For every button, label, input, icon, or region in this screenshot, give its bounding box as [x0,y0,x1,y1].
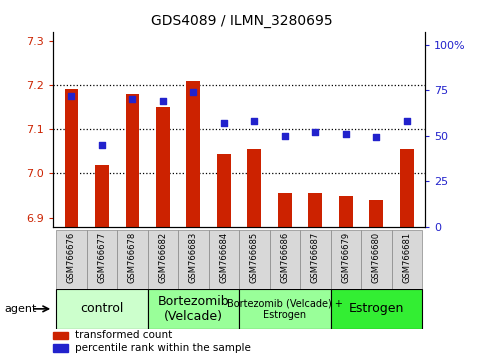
Bar [247,149,261,227]
Point [189,89,197,95]
FancyBboxPatch shape [117,230,148,289]
Text: GSM766686: GSM766686 [280,232,289,283]
Text: Estrogen: Estrogen [349,302,404,315]
FancyBboxPatch shape [56,289,148,329]
Text: GSM766687: GSM766687 [311,232,320,283]
FancyBboxPatch shape [239,230,270,289]
Bar [156,107,170,227]
Point [372,135,380,140]
Point [342,131,350,137]
Text: GSM766676: GSM766676 [67,232,76,283]
FancyBboxPatch shape [392,230,422,289]
Text: GSM766682: GSM766682 [158,232,168,283]
Text: GSM766683: GSM766683 [189,232,198,283]
Point [128,96,136,102]
Text: GSM766679: GSM766679 [341,232,350,283]
Text: GSM766678: GSM766678 [128,232,137,283]
Bar [53,344,68,352]
FancyBboxPatch shape [56,230,86,289]
FancyBboxPatch shape [148,289,239,329]
Text: GSM766681: GSM766681 [402,232,411,283]
Text: GSM766677: GSM766677 [98,232,106,283]
Bar [339,195,353,227]
Text: percentile rank within the sample: percentile rank within the sample [75,343,251,353]
Text: agent: agent [5,304,37,314]
Point [403,118,411,124]
FancyBboxPatch shape [330,230,361,289]
Point [281,133,289,138]
Text: GSM766685: GSM766685 [250,232,259,283]
Bar [65,89,78,227]
FancyBboxPatch shape [300,230,330,289]
Text: Bortezomib
(Velcade): Bortezomib (Velcade) [157,295,229,323]
Point [251,118,258,124]
Text: GDS4089 / ILMN_3280695: GDS4089 / ILMN_3280695 [151,14,332,28]
FancyBboxPatch shape [148,230,178,289]
FancyBboxPatch shape [178,230,209,289]
Text: transformed count: transformed count [75,330,173,341]
Bar [95,165,109,227]
Bar [278,193,292,227]
Point [220,120,227,126]
FancyBboxPatch shape [209,230,239,289]
FancyBboxPatch shape [86,230,117,289]
Bar [309,193,322,227]
Point [312,129,319,135]
FancyBboxPatch shape [270,230,300,289]
Text: Bortezomib (Velcade) +
Estrogen: Bortezomib (Velcade) + Estrogen [227,298,343,320]
FancyBboxPatch shape [239,289,330,329]
Point [68,93,75,98]
FancyBboxPatch shape [330,289,422,329]
Bar [53,332,68,339]
Text: control: control [80,302,124,315]
FancyBboxPatch shape [361,230,392,289]
Point [159,98,167,104]
Bar [217,154,231,227]
Bar [186,80,200,227]
Text: GSM766680: GSM766680 [372,232,381,283]
Point [98,142,106,148]
Bar [126,94,139,227]
Text: GSM766684: GSM766684 [219,232,228,283]
Bar [369,200,383,227]
Bar [400,149,413,227]
